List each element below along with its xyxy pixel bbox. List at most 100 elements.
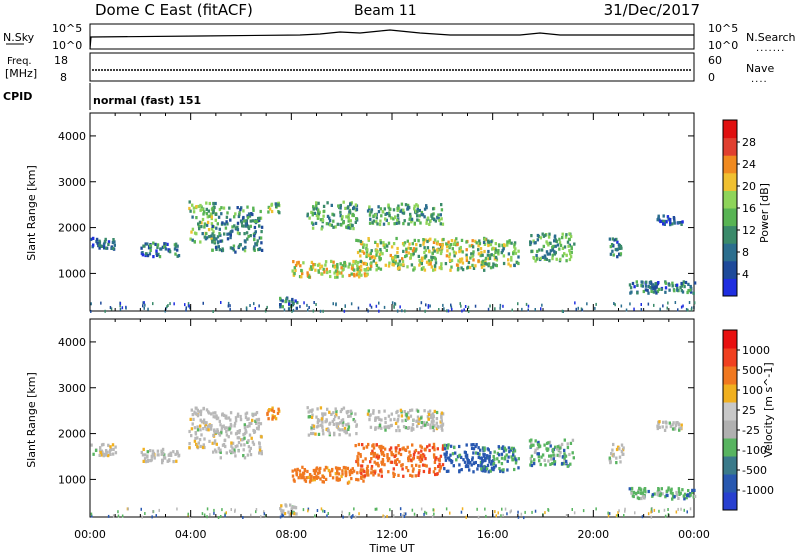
power-cell bbox=[494, 250, 497, 254]
power-colorbar-swatch bbox=[723, 208, 737, 227]
power-cell bbox=[440, 203, 443, 207]
velocity-cell bbox=[144, 460, 148, 464]
power-cell bbox=[465, 258, 469, 262]
power-cell bbox=[254, 307, 256, 310]
power-cell bbox=[402, 222, 405, 226]
velocity-cell bbox=[428, 443, 431, 447]
velocity-cell bbox=[471, 458, 474, 462]
power-cell bbox=[685, 308, 688, 311]
velocity-cell bbox=[90, 512, 93, 516]
velocity-cell bbox=[494, 464, 497, 468]
power-cell bbox=[402, 249, 405, 253]
x-tick-label: 08:00 bbox=[275, 528, 307, 541]
velocity-cell bbox=[406, 469, 410, 473]
velocity-cell bbox=[347, 425, 351, 429]
velocity-cell bbox=[216, 428, 219, 432]
power-cell bbox=[615, 237, 618, 241]
power-cell bbox=[450, 265, 453, 269]
power-cell bbox=[279, 303, 281, 306]
velocity-cell bbox=[483, 448, 486, 452]
power-cell bbox=[653, 303, 655, 307]
power-cell bbox=[293, 272, 296, 276]
velocity-cell bbox=[255, 426, 259, 430]
velocity-cell bbox=[387, 457, 391, 461]
power-cell bbox=[502, 254, 506, 258]
power-cell bbox=[687, 289, 690, 293]
power-cell bbox=[91, 245, 94, 249]
velocity-colorbar-tick-label: 100 bbox=[742, 384, 763, 397]
velocity-cell bbox=[254, 412, 257, 416]
velocity-cell bbox=[364, 457, 367, 461]
velocity-cell bbox=[322, 432, 325, 436]
velocity-cell bbox=[308, 480, 312, 484]
power-cell bbox=[307, 308, 309, 312]
power-cell bbox=[249, 224, 252, 228]
power-cell bbox=[382, 241, 385, 245]
velocity-cell bbox=[238, 431, 241, 435]
velocity-cell bbox=[641, 491, 644, 495]
velocity-cell bbox=[251, 440, 255, 444]
power-cell bbox=[609, 245, 612, 249]
velocity-cell bbox=[220, 431, 223, 435]
velocity-cell bbox=[372, 473, 375, 477]
power-cell bbox=[412, 268, 415, 272]
velocity-cell bbox=[420, 425, 423, 430]
velocity-cell bbox=[394, 461, 397, 465]
power-cell bbox=[281, 299, 284, 303]
velocity-colorbar-tick-label: 25 bbox=[742, 404, 756, 417]
power-cell bbox=[253, 302, 255, 306]
power-cell bbox=[330, 203, 333, 207]
power-cell bbox=[248, 214, 252, 218]
power-cell bbox=[379, 267, 383, 271]
power-cell bbox=[228, 206, 231, 210]
velocity-cell bbox=[671, 497, 674, 501]
velocity-cell bbox=[448, 458, 451, 462]
velocity-cell bbox=[419, 453, 423, 457]
velocity-cell bbox=[427, 412, 431, 417]
power-cell bbox=[332, 264, 335, 268]
power-cell bbox=[173, 302, 175, 306]
velocity-cell bbox=[440, 419, 443, 423]
power-cell bbox=[404, 309, 406, 313]
power-cell bbox=[383, 207, 386, 211]
velocity-cell bbox=[271, 406, 274, 410]
power-cell bbox=[253, 219, 257, 223]
velocity-cell bbox=[433, 512, 435, 516]
power-cell bbox=[197, 224, 201, 228]
power-cell bbox=[234, 226, 237, 230]
velocity-cell bbox=[107, 514, 110, 518]
velocity-cell bbox=[142, 459, 145, 463]
velocity-cell bbox=[316, 418, 320, 422]
velocity-cell bbox=[267, 417, 270, 421]
velocity-cell bbox=[188, 429, 191, 434]
velocity-cell bbox=[168, 458, 171, 463]
power-cell bbox=[302, 261, 305, 265]
power-cell bbox=[213, 234, 216, 238]
velocity-cell bbox=[671, 491, 674, 496]
power-cell bbox=[492, 247, 495, 251]
power-colorbar-swatch bbox=[723, 172, 737, 191]
velocity-cell bbox=[534, 448, 537, 452]
power-cell bbox=[548, 252, 551, 256]
power-cell bbox=[339, 262, 342, 266]
velocity-cell bbox=[443, 443, 446, 447]
velocity-cell bbox=[349, 468, 353, 472]
power-cell bbox=[351, 263, 355, 267]
velocity-cell bbox=[349, 414, 352, 418]
power-cell bbox=[423, 207, 427, 211]
power-cell bbox=[616, 240, 619, 244]
velocity-cell bbox=[478, 452, 481, 456]
power-cell bbox=[226, 237, 230, 241]
power-cell bbox=[595, 302, 597, 306]
velocity-cell bbox=[384, 420, 387, 425]
power-cell bbox=[415, 203, 418, 207]
velocity-cell bbox=[384, 416, 387, 421]
velocity-colorbar-tick-label: -25 bbox=[742, 424, 760, 437]
power-cell bbox=[245, 231, 249, 235]
velocity-cell bbox=[498, 467, 501, 471]
power-cell bbox=[335, 303, 337, 307]
velocity-cell bbox=[428, 467, 431, 471]
velocity-cell bbox=[683, 508, 685, 512]
velocity-cell bbox=[266, 412, 269, 417]
velocity-cell bbox=[231, 446, 234, 450]
